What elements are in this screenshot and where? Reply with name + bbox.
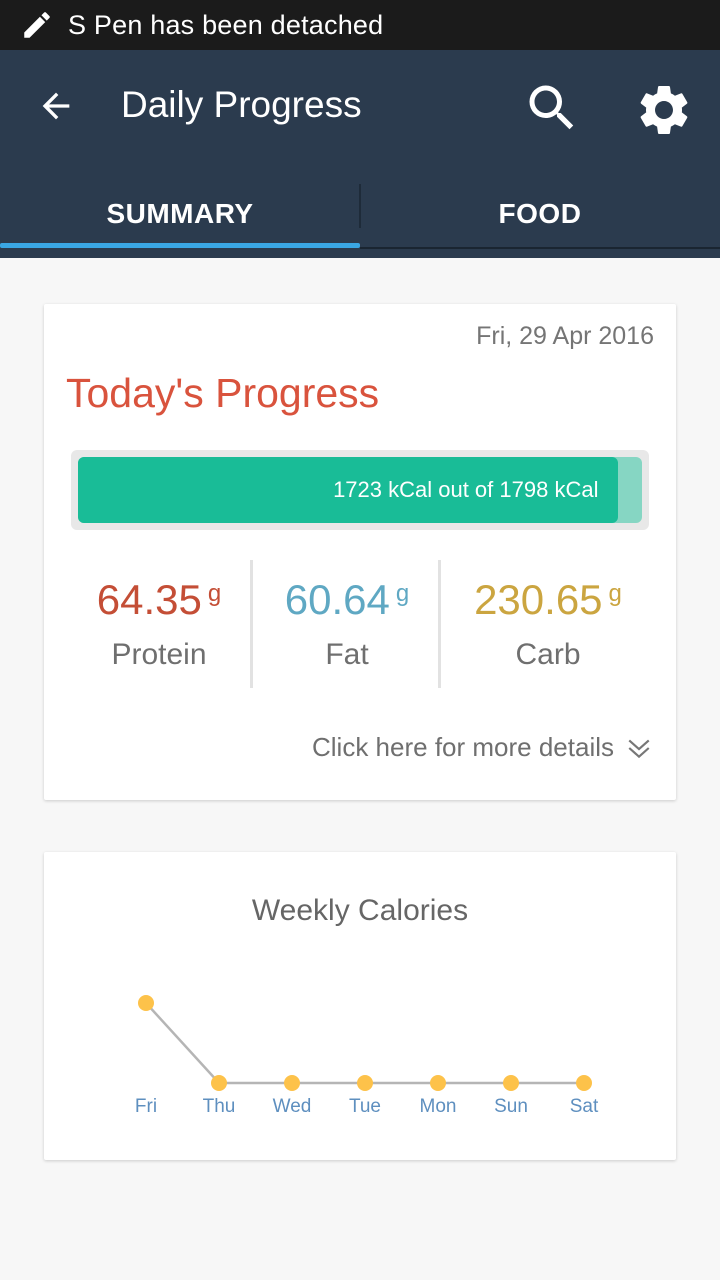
app-bar: Daily Progress SUMMARY FOOD xyxy=(0,50,720,258)
x-tick-label: Sat xyxy=(570,1096,599,1117)
x-tick-label: Thu xyxy=(203,1096,236,1117)
macro-value: 64.35 xyxy=(96,576,202,623)
page-title: Daily Progress xyxy=(121,84,362,125)
macro-divider xyxy=(438,560,441,688)
double-chevron-down-icon xyxy=(628,739,650,758)
macro-unit: g xyxy=(395,580,410,607)
tab-divider xyxy=(359,184,361,228)
chart-title: Weekly Calories xyxy=(251,894,469,927)
tab-indicator xyxy=(0,243,360,248)
weekly-calories-chart: Fri Thu Wed Tue Mon Sun Sat xyxy=(135,995,599,1117)
status-bar: S Pen has been detached xyxy=(0,0,720,50)
macro-value: 60.64 xyxy=(284,576,390,623)
macro-carb: 230.65 g Carb xyxy=(442,560,654,690)
macro-label: Fat xyxy=(325,638,369,671)
macros-summary: 64.35 g Protein 60.64 g Fat 230.65 g Carb xyxy=(66,560,654,690)
macro-protein: 64.35 g Protein xyxy=(66,560,252,690)
data-point xyxy=(430,1075,446,1091)
data-point xyxy=(576,1075,592,1091)
search-icon[interactable] xyxy=(522,78,582,138)
weekly-calories-card: Weekly Calories Fri Thu Wed Tue Mon Sun Sat xyxy=(44,852,676,1160)
calorie-progress-text: 1723 kCal out of 1798 kCal xyxy=(333,477,599,502)
more-details-link[interactable]: Click here for more details xyxy=(312,732,652,763)
x-tick-label: Wed xyxy=(273,1096,312,1117)
data-point xyxy=(211,1075,227,1091)
status-message: S Pen has been detached xyxy=(68,9,384,40)
macro-label: Protein xyxy=(111,638,207,671)
more-details-label: Click here for more details xyxy=(312,732,614,762)
macro-divider xyxy=(250,560,253,688)
pen-icon xyxy=(24,12,50,38)
series-line xyxy=(145,1002,584,1085)
back-arrow-icon[interactable] xyxy=(36,86,76,126)
x-tick-label: Mon xyxy=(420,1096,457,1117)
macro-fat: 60.64 g Fat xyxy=(254,560,440,690)
tab-summary[interactable]: SUMMARY xyxy=(106,198,254,229)
tab-bar: SUMMARY FOOD xyxy=(0,178,720,258)
data-point xyxy=(138,995,154,1011)
data-point xyxy=(284,1075,300,1091)
tab-underline xyxy=(360,247,720,249)
calorie-progress-track: 1723 kCal out of 1798 kCal xyxy=(78,457,642,523)
x-tick-label: Tue xyxy=(349,1096,381,1117)
calorie-progress-fill: 1723 kCal out of 1798 kCal xyxy=(78,457,619,523)
macro-unit: g xyxy=(207,580,222,607)
data-point xyxy=(357,1075,373,1091)
progress-date: Fri, 29 Apr 2016 xyxy=(476,322,654,350)
progress-title: Today's Progress xyxy=(66,370,380,416)
progress-card: Fri, 29 Apr 2016 Today's Progress 1723 k… xyxy=(44,304,676,800)
macro-unit: g xyxy=(608,580,622,607)
gear-icon[interactable] xyxy=(634,80,694,140)
tab-food[interactable]: FOOD xyxy=(498,198,582,229)
calorie-progress-bar: 1723 kCal out of 1798 kCal xyxy=(71,450,649,530)
data-point xyxy=(503,1075,519,1091)
macro-value: 230.65 xyxy=(474,576,603,623)
x-tick-label: Fri xyxy=(135,1096,157,1117)
macro-label: Carb xyxy=(515,638,581,671)
x-tick-label: Sun xyxy=(494,1096,528,1117)
